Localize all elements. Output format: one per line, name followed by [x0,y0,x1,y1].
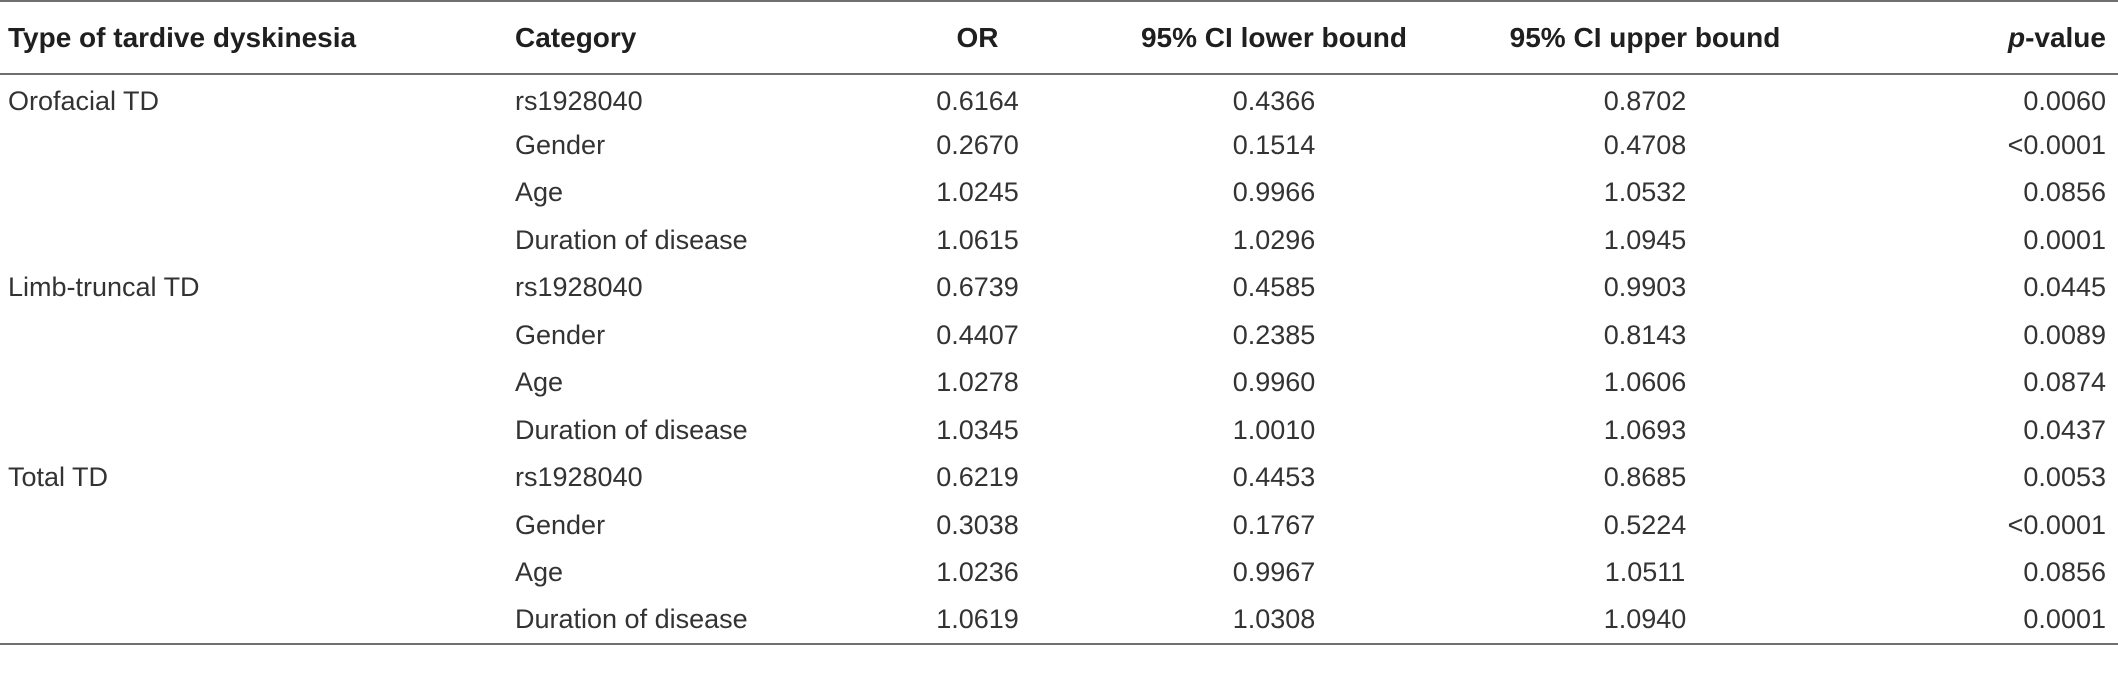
cell-category: rs1928040 [515,85,643,116]
table-body: Orofacial TD rs1928040 0.6164 0.4366 0.8702 0… [0,74,2118,645]
cell-type: Limb-truncal TD [8,272,200,303]
cell-type [0,359,510,407]
cell-p-value: 0.0437 [2023,414,2106,445]
cell-type [0,407,510,455]
cell-category: Gender [515,129,606,160]
cell-ci-lower: 0.2385 [1232,319,1316,350]
cell-ci-upper: 0.8685 [1603,462,1687,493]
header-p-suffix: -value [2025,21,2106,53]
cell-ci-lower: 1.0296 [1232,224,1316,255]
cell-ci-upper: 1.0693 [1603,414,1687,445]
cell-ci-upper: 1.0606 [1603,367,1687,398]
cell-ci-lower: 0.9960 [1232,367,1316,398]
cell-ci-lower: 0.4585 [1232,272,1316,303]
cell-ci-upper: 1.0940 [1458,596,1832,645]
cell-ci-lower: 0.1767 [1232,509,1316,540]
cell-or: 0.4407 [936,319,1019,350]
results-table: Type of tardive dyskinesia Category OR 9… [0,0,2118,645]
cell-category: Age [515,177,564,208]
cell-ci-lower: 0.9967 [1232,557,1316,588]
header-category: Category [510,0,865,75]
cell-ci-lower: 0.1514 [1232,129,1316,160]
cell-p-value: 0.0060 [2023,85,2106,116]
cell-type [0,312,510,360]
table-row: Orofacial TD rs1928040 0.6164 0.4366 0.8702 0… [0,74,2118,122]
table-row: Duration of disease 1.0619 1.0308 1.0940 0.0… [0,596,2118,645]
table-row: Duration of disease 1.0345 1.0010 1.0693 0.0… [0,407,2118,455]
table-header: Type of tardive dyskinesia Category OR 9… [0,0,2118,75]
cell-p-value: 0.0856 [2023,557,2106,588]
cell-p-value: 0.0445 [2023,272,2106,303]
cell-category: Gender [515,319,606,350]
cell-type [0,169,510,217]
cell-type: Orofacial TD [8,85,160,116]
header-ci-lower: 95% CI lower bound [1090,0,1458,75]
cell-p-value: 0.0001 [2023,224,2106,255]
cell-p-value: 0.0856 [2023,177,2106,208]
cell-or: 1.0615 [936,224,1019,255]
cell-or: 0.6219 [936,462,1019,493]
table-row: Age 1.0278 0.9960 1.0606 0.0874 [0,359,2118,407]
header-p-value: p-value [1832,0,2118,75]
cell-category: Age [515,557,564,588]
cell-or: 1.0619 [865,596,1090,645]
table-row: Gender 0.4407 0.2385 0.8143 0.0089 [0,312,2118,360]
cell-type [0,502,510,550]
header-ci-upper: 95% CI upper bound [1458,0,1832,75]
cell-ci-upper: 1.0511 [1604,557,1686,588]
cell-ci-upper: 0.9903 [1603,272,1687,303]
cell-category: Duration of disease [515,414,748,445]
cell-p-value: <0.0001 [2007,129,2106,160]
cell-or: 0.2670 [936,129,1019,160]
cell-ci-lower: 0.4453 [1232,462,1316,493]
cell-or: 1.0278 [936,367,1019,398]
cell-category: Gender [515,509,606,540]
cell-p-value: 0.0089 [2023,319,2106,350]
cell-or: 1.0236 [936,557,1019,588]
header-p-italic: p [2007,21,2026,53]
table-row: Duration of disease 1.0615 1.0296 1.0945 0.0… [0,217,2118,265]
table-row: Total TD rs1928040 0.6219 0.4453 0.8685 0.005… [0,454,2118,502]
header-or: OR [865,0,1090,75]
cell-ci-lower: 1.0010 [1232,414,1316,445]
cell-type [0,596,510,645]
cell-or: 1.0245 [936,177,1019,208]
cell-type [0,549,510,597]
cell-p-value: 0.0053 [2023,462,2106,493]
cell-ci-upper: 0.4708 [1603,129,1687,160]
cell-ci-upper: 1.0532 [1603,177,1687,208]
cell-p-value: <0.0001 [2007,509,2106,540]
cell-p-value: 0.0874 [2023,367,2106,398]
table-row: Age 1.0245 0.9966 1.0532 0.0856 [0,169,2118,217]
table-row: Limb-truncal TD rs1928040 0.6739 0.4585 0.99… [0,264,2118,312]
cell-ci-upper: 0.5224 [1603,509,1687,540]
cell-category: Duration of disease [510,596,865,645]
cell-ci-upper: 0.8143 [1603,319,1687,350]
cell-category: Age [515,367,564,398]
cell-category: rs1928040 [515,272,643,303]
cell-or: 0.6739 [936,272,1019,303]
cell-p-value: 0.0001 [1832,596,2118,645]
cell-category: Duration of disease [515,224,748,255]
cell-category: rs1928040 [515,462,643,493]
cell-type: Total TD [8,462,109,493]
cell-ci-upper: 0.8702 [1603,85,1687,116]
cell-type [0,122,510,170]
table-row: Gender 0.2670 0.1514 0.4708 <0.0001 [0,122,2118,170]
table-row: Age 1.0236 0.9967 1.0511 0.0856 [0,549,2118,597]
table-row: Gender 0.3038 0.1767 0.5224 <0.0001 [0,502,2118,550]
cell-or: 1.0345 [936,414,1019,445]
cell-ci-lower: 0.9966 [1232,177,1316,208]
cell-ci-lower: 1.0308 [1090,596,1458,645]
cell-ci-lower: 0.4366 [1232,85,1316,116]
cell-or: 0.6164 [936,85,1019,116]
cell-type [0,217,510,265]
cell-or: 0.3038 [936,509,1019,540]
cell-ci-upper: 1.0945 [1603,224,1687,255]
header-row: Type of tardive dyskinesia Category OR 9… [0,0,2118,75]
header-type: Type of tardive dyskinesia [0,0,510,75]
